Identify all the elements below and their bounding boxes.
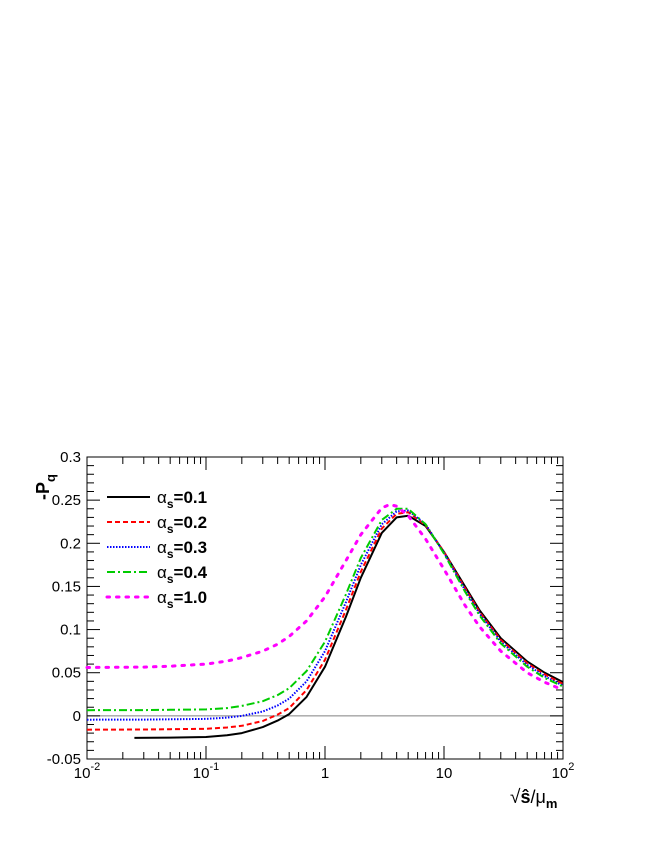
legend-label: αs=0.2: [157, 513, 207, 536]
legend-label: αs=0.3: [157, 538, 207, 561]
x-tick-label: 10-2: [74, 761, 100, 782]
y-tick-label: 0.25: [52, 492, 81, 509]
legend-label: αs=0.4: [157, 563, 208, 586]
series-line: [86, 509, 564, 721]
legend-label: αs=1.0: [157, 588, 207, 611]
x-tick-label: 10: [436, 765, 453, 782]
x-tick-label: 10-1: [193, 761, 219, 782]
series-layer: [85, 503, 565, 739]
y-tick-label: 0.05: [52, 665, 81, 682]
y-axis-label: -Pq: [33, 474, 58, 500]
y-tick-label: 0.2: [60, 535, 81, 552]
legend: αs=0.1αs=0.2αs=0.3αs=0.4αs=1.0: [105, 488, 208, 611]
y-tick-label: 0.1: [60, 622, 81, 639]
series-line: [85, 503, 565, 692]
series-line: [86, 507, 564, 712]
y-tick-label: 0.15: [52, 578, 81, 595]
legend-label: αs=0.1: [157, 488, 207, 511]
series-line: [86, 511, 564, 731]
x-axis-label: √ŝ/μm: [510, 787, 557, 811]
y-tick-label: -0.05: [47, 751, 81, 768]
series-line: [134, 514, 564, 739]
y-tick-label: 0.3: [60, 449, 81, 466]
x-axis-ticks: 10-2 10-1 1 10 102: [74, 457, 575, 782]
y-tick-label: 0: [73, 708, 81, 725]
x-tick-label: 102: [552, 761, 575, 782]
x-tick-label: 1: [321, 765, 329, 782]
y-axis-ticks: -0.05 0 0.05 0.1 0.15 0.2 0.25 0.3: [47, 449, 563, 768]
